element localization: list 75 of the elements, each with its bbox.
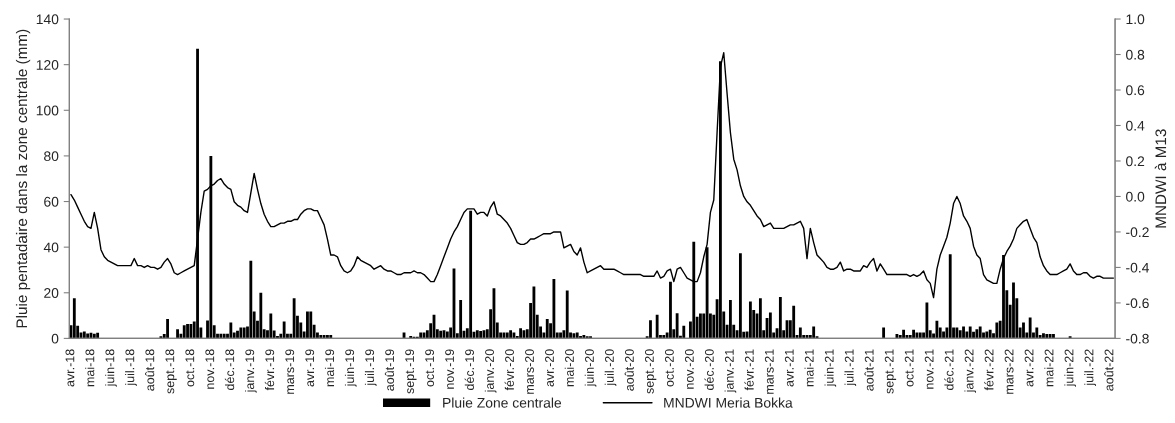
y2-tick-label: 0.2: [1126, 156, 1145, 167]
x-tick-label: nov.-18: [205, 349, 215, 389]
x-tick-label: août-22: [1104, 349, 1114, 391]
x-tick-label: nov.-19: [445, 349, 455, 389]
y-axis-title: Pluie pentadaire dans la zone centrale (mm): [15, 29, 31, 328]
x-tick-label: avr.-19: [305, 349, 315, 387]
x-tick-label: mars-22: [1004, 349, 1014, 394]
y-tick-label: 0: [51, 333, 59, 344]
x-tick-label: juil.-19: [364, 349, 377, 386]
x-tick-label: oct.-21: [904, 349, 914, 387]
x-tick-label: juil.-20: [604, 349, 617, 386]
x-tick-label: juin-22: [1064, 349, 1076, 387]
x-tick-label: avr.-22: [1024, 349, 1034, 387]
y2-tick-label: -0.4: [1126, 262, 1150, 273]
y2-tick-label: 0.0: [1126, 191, 1145, 202]
x-tick-label: sept.-19: [405, 349, 417, 394]
x-tick-label: mai-18: [85, 349, 95, 387]
x-tick-label: nov.-21: [924, 349, 934, 389]
y2-tick-label: -0.8: [1126, 333, 1149, 344]
x-tick-label: août-19: [384, 349, 395, 391]
x-tick-label: mai-19: [324, 349, 335, 387]
legend-label: Pluie Zone centrale: [443, 397, 562, 408]
x-tick-label: sept.-20: [644, 349, 657, 394]
x-tick-label: déc.-20: [704, 349, 714, 390]
x-tick-label: mars-21: [764, 349, 774, 394]
legend-label: MNDWI Meria Bokka: [664, 397, 793, 408]
x-tick-label: déc.-21: [944, 349, 954, 390]
x-tick-label: janv.-20: [484, 349, 497, 393]
x-tick-label: mai-20: [564, 349, 574, 387]
y2-tick-label: 1.0: [1126, 14, 1145, 25]
y-tick-label: 140: [36, 14, 59, 25]
x-tick-label: nov.-20: [684, 349, 694, 389]
x-tick-label: mars-19: [285, 349, 295, 394]
y-tick-label: 20: [44, 288, 59, 298]
y2-tick-label: -0.2: [1126, 227, 1149, 238]
x-tick-label: sept.-18: [165, 349, 177, 394]
x-tick-label: juil.-22: [1084, 349, 1096, 386]
y2-tick-label: 0.8: [1126, 49, 1145, 60]
x-tick-label: oct.-19: [425, 349, 435, 387]
x-tick-label: mai-22: [1044, 349, 1054, 387]
x-tick-label: juil.-18: [125, 349, 137, 386]
y-tick-label: 120: [36, 59, 59, 70]
x-tick-label: févr.-20: [504, 349, 514, 391]
x-tick-label: févr.-21: [744, 349, 754, 391]
x-tick-label: févr.-19: [264, 349, 275, 391]
y2-tick-label: 0.4: [1126, 120, 1145, 131]
x-tick-label: sept.-21: [884, 349, 897, 394]
x-tick-label: juil.-21: [844, 349, 857, 386]
x-tick-label: déc.-18: [224, 349, 235, 390]
x-tick-label: avr.-20: [545, 349, 554, 387]
x-tick-label: août-21: [864, 349, 874, 391]
x-tick-label: oct.-20: [664, 349, 674, 387]
x-tick-label: juin-18: [105, 349, 117, 387]
x-tick-label: oct.-18: [185, 349, 195, 387]
x-tick-label: avr.-21: [784, 349, 794, 387]
x-tick-label: août-20: [624, 349, 634, 391]
y2-tick-label: 0.6: [1126, 85, 1145, 96]
x-tick-label: août-18: [145, 349, 155, 391]
y-tick-label: 80: [44, 151, 59, 162]
y-tick-label: 40: [43, 242, 59, 253]
x-tick-label: juin-19: [344, 349, 357, 387]
x-tick-label: févr.-22: [984, 349, 994, 391]
y2-tick-label: -0.6: [1126, 298, 1149, 309]
x-tick-label: juin-20: [584, 349, 597, 387]
x-tick-label: déc.-19: [464, 349, 474, 390]
x-tick-label: mai-21: [804, 349, 814, 387]
x-tick-label: janv.-22: [964, 349, 977, 393]
x-tick-label: avr.-18: [65, 349, 75, 387]
x-tick-label: janv.-19: [245, 349, 257, 393]
y-tick-label: 100: [36, 105, 59, 116]
x-tick-label: juin-21: [824, 349, 837, 387]
y-tick-label: 60: [44, 196, 59, 207]
x-tick-label: mars-20: [525, 349, 534, 394]
x-tick-label: janv.-21: [724, 349, 737, 393]
y2-axis-title: MNDWI à M13: [1154, 129, 1167, 228]
